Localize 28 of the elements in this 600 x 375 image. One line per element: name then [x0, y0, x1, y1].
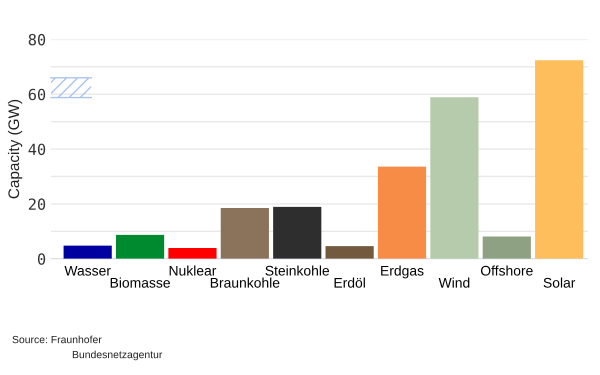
y-axis-title: Capacity (GW) [8, 100, 22, 198]
x-tick-label: Offshore [480, 265, 533, 276]
bar [482, 236, 531, 259]
x-tick-label: Solar [544, 278, 576, 288]
bar [273, 206, 322, 259]
bar [168, 248, 217, 259]
x-tick-label: Nuklear [170, 265, 216, 276]
bar [326, 246, 374, 259]
bar [64, 246, 112, 259]
bar [535, 60, 584, 259]
bar [430, 97, 479, 259]
x-tick-label: Biomasse [110, 278, 170, 288]
x-tick-label: Braunkohle [210, 278, 280, 288]
bar [378, 166, 426, 259]
bar [220, 208, 269, 259]
x-tick-label: Wind [438, 278, 470, 288]
y-tick-label: 40 [28, 144, 46, 156]
source-note: Source: Fraunhofer [12, 336, 102, 344]
x-tick-label: Erdgas [381, 265, 424, 278]
y-tick-label: 60 [28, 88, 46, 100]
y-tick-label: 0 [38, 253, 46, 265]
y-tick-label: 80 [28, 34, 46, 46]
y-tick-label: 20 [28, 198, 46, 210]
x-tick-label: Steinkohle [265, 265, 330, 276]
text: Bundesnetzagentur [72, 350, 162, 360]
bar [116, 234, 164, 259]
x-tick-label: Wasser [64, 266, 111, 276]
x-tick-label: Erdöl [334, 278, 365, 288]
